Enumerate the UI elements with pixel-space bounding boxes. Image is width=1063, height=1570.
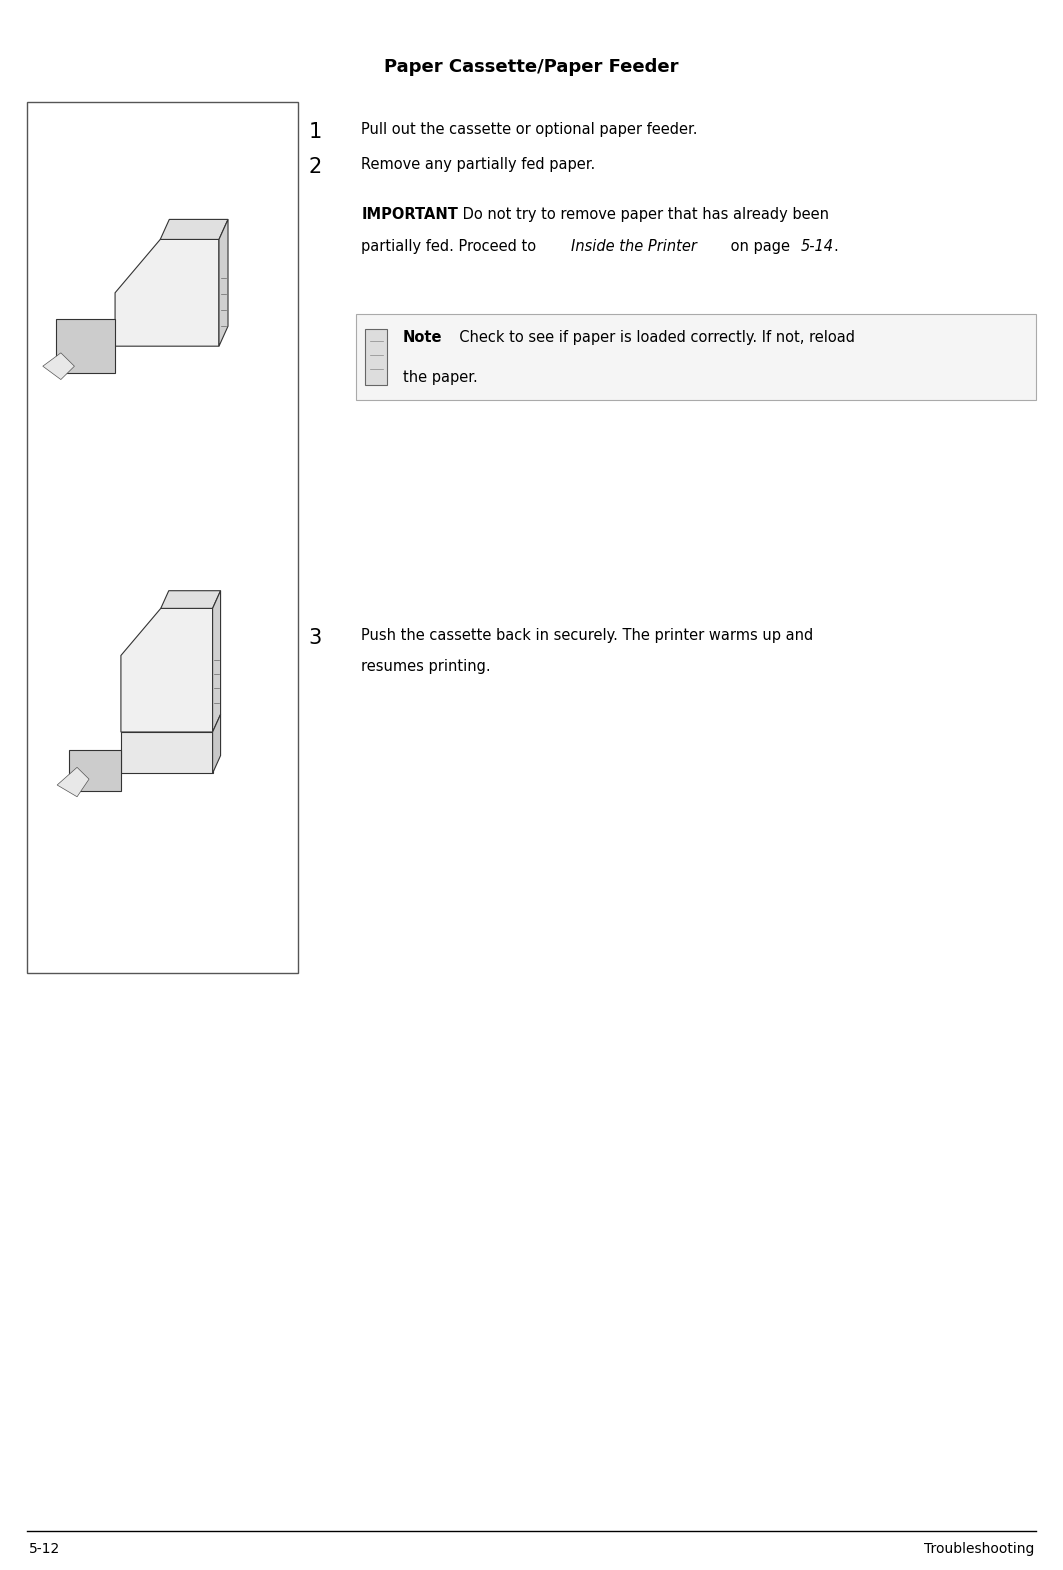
Text: 2: 2	[308, 157, 321, 177]
Text: Troubleshooting: Troubleshooting	[924, 1542, 1034, 1556]
Text: 5-12: 5-12	[29, 1542, 60, 1556]
Polygon shape	[219, 220, 227, 347]
Text: 1: 1	[308, 122, 321, 143]
Bar	[365, 330, 387, 386]
Polygon shape	[56, 320, 115, 374]
Text: on page: on page	[726, 239, 795, 254]
Text: Do not try to remove paper that has already been: Do not try to remove paper that has alre…	[458, 207, 829, 223]
Text: the paper.: the paper.	[403, 371, 477, 385]
Polygon shape	[57, 768, 89, 798]
Polygon shape	[161, 220, 227, 239]
Polygon shape	[213, 590, 221, 732]
Polygon shape	[121, 732, 213, 774]
Text: Note: Note	[403, 330, 442, 344]
Text: Paper Cassette/Paper Feeder: Paper Cassette/Paper Feeder	[384, 58, 679, 75]
Bar	[27, 102, 298, 973]
Text: Push the cassette back in securely. The printer warms up and: Push the cassette back in securely. The …	[361, 628, 813, 644]
Text: .: .	[833, 239, 838, 254]
Bar	[356, 314, 1036, 400]
Text: Check to see if paper is loaded correctly. If not, reload: Check to see if paper is loaded correctl…	[450, 330, 855, 344]
Polygon shape	[213, 714, 221, 774]
Text: Pull out the cassette or optional paper feeder.: Pull out the cassette or optional paper …	[361, 122, 698, 138]
Polygon shape	[121, 609, 213, 732]
Polygon shape	[115, 239, 219, 347]
Text: Inside the Printer: Inside the Printer	[571, 239, 696, 254]
Text: resumes printing.: resumes printing.	[361, 659, 491, 675]
Polygon shape	[43, 353, 74, 380]
Text: partially fed. Proceed to: partially fed. Proceed to	[361, 239, 541, 254]
Text: IMPORTANT: IMPORTANT	[361, 207, 458, 223]
Text: 3: 3	[308, 628, 321, 648]
Polygon shape	[69, 750, 121, 791]
Text: 5-14: 5-14	[800, 239, 833, 254]
Polygon shape	[161, 590, 221, 609]
Text: Remove any partially fed paper.: Remove any partially fed paper.	[361, 157, 595, 173]
